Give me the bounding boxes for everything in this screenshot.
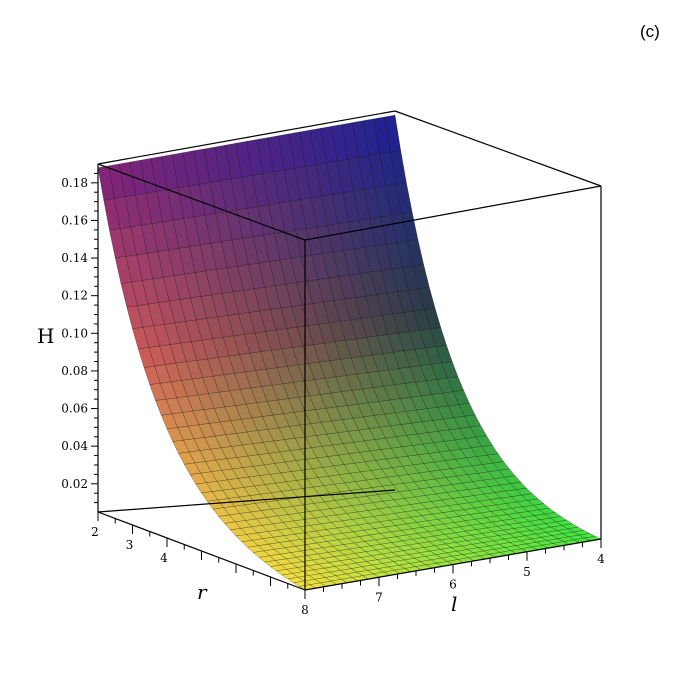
surface-layer xyxy=(97,114,602,591)
z-tick-label: 0.08 xyxy=(61,364,88,378)
box-edge xyxy=(97,110,396,165)
r-tick-label: 4 xyxy=(160,551,168,565)
l-tick-label: 7 xyxy=(375,590,383,604)
box-edge xyxy=(97,163,306,241)
box-edge xyxy=(304,185,602,241)
r-tick-label: 2 xyxy=(91,525,99,539)
z-tick-label: 0.06 xyxy=(61,402,88,416)
z-axis-label: H xyxy=(37,324,54,348)
z-tick-label: 0.16 xyxy=(61,213,88,227)
z-tick-label: 0.10 xyxy=(61,326,88,340)
z-tick-label: 0.18 xyxy=(61,176,88,190)
box-edge xyxy=(394,110,602,187)
bounding-box xyxy=(97,110,602,591)
x-axis-label: r xyxy=(197,580,208,604)
box-edge xyxy=(97,489,396,513)
axes: H r l 0.02 0.04 0.06 0.08 0.10 0.12 0.14 0.16 0.… xyxy=(37,172,605,617)
r-tick-label: 3 xyxy=(126,538,134,552)
l-tick-label: 4 xyxy=(597,552,605,566)
panel-label: (c) xyxy=(640,22,660,41)
z-tick-label: 0.12 xyxy=(61,289,88,303)
z-tick-label: 0.02 xyxy=(61,477,88,491)
y-axis-label: l xyxy=(451,592,457,616)
z-tick-label: 0.04 xyxy=(61,439,88,453)
l-tick-label: 5 xyxy=(523,565,531,579)
l-tick-label: 6 xyxy=(449,578,457,592)
r-end-tick-label: 8 xyxy=(301,603,309,617)
z-tick-label: 0.14 xyxy=(61,251,88,265)
